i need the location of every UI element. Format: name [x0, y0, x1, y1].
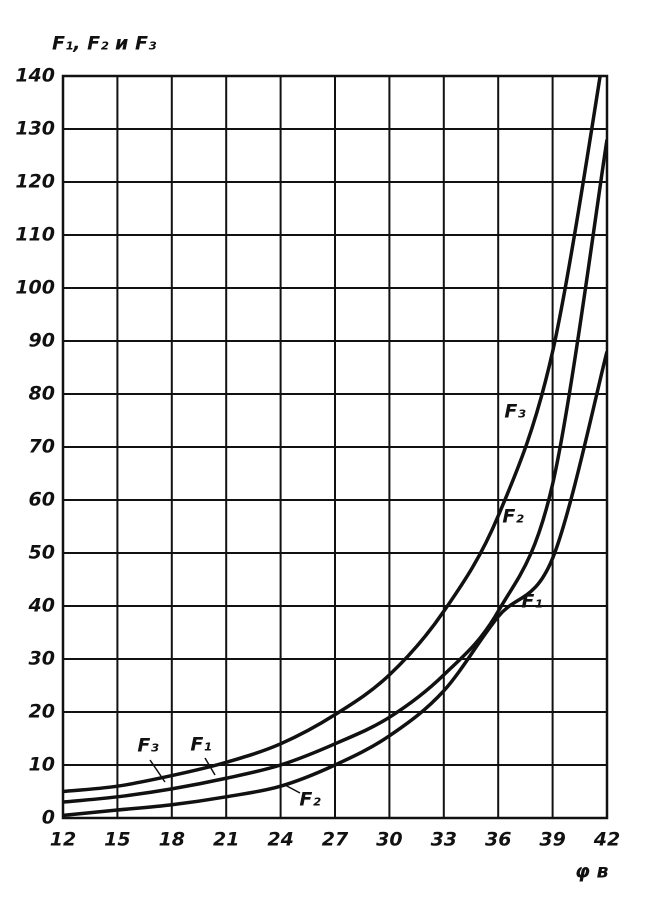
x-tick-label: 21 [213, 829, 239, 851]
y-tick-label: 120 [15, 171, 55, 193]
y-tick-label: 100 [15, 277, 55, 299]
y-tick-label: 60 [29, 489, 55, 511]
curve-label: F₁ [521, 591, 542, 613]
x-tick-label: 24 [267, 829, 293, 851]
y-tick-label: 130 [15, 118, 55, 140]
x-tick-label: 30 [376, 829, 402, 851]
y-tick-label: 50 [29, 542, 55, 564]
y-tick-label: 140 [15, 65, 55, 87]
x-tick-label: 42 [593, 829, 620, 851]
leader-line [149, 759, 166, 783]
x-tick-label: 18 [159, 829, 185, 851]
curve-label: F₃ [137, 735, 159, 757]
x-tick-label: 27 [322, 829, 349, 851]
curve-label: F₁ [190, 734, 211, 756]
y-tick-label: 110 [15, 224, 55, 246]
curve [63, 351, 607, 818]
y-tick-label: 40 [28, 595, 55, 617]
y-tick-label: 0 [42, 807, 55, 829]
curve [63, 76, 602, 794]
curve-label: F₂ [502, 506, 524, 528]
x-tick-label: 12 [50, 829, 76, 851]
x-axis-label: φ в [575, 861, 609, 883]
curve [63, 139, 607, 804]
y-tick-label: 90 [29, 330, 55, 352]
x-tick-label: 39 [539, 829, 565, 851]
y-tick-label: 70 [29, 436, 55, 458]
curves [63, 76, 607, 818]
x-tick-label: 15 [104, 829, 130, 851]
y-tick-label: 30 [29, 648, 55, 670]
leader-line [204, 757, 216, 776]
x-tick-label: 33 [431, 829, 457, 851]
y-axis-label: F₁, F₂ и F₃ [52, 33, 157, 55]
y-tick-label: 80 [29, 383, 55, 405]
y-tick-label: 20 [29, 701, 55, 723]
curve-label: F₂ [299, 789, 321, 811]
leader-line [284, 784, 301, 794]
x-tick-label: 36 [485, 829, 511, 851]
y-tick-label: 10 [29, 754, 55, 776]
curve-label: F₃ [504, 401, 526, 423]
